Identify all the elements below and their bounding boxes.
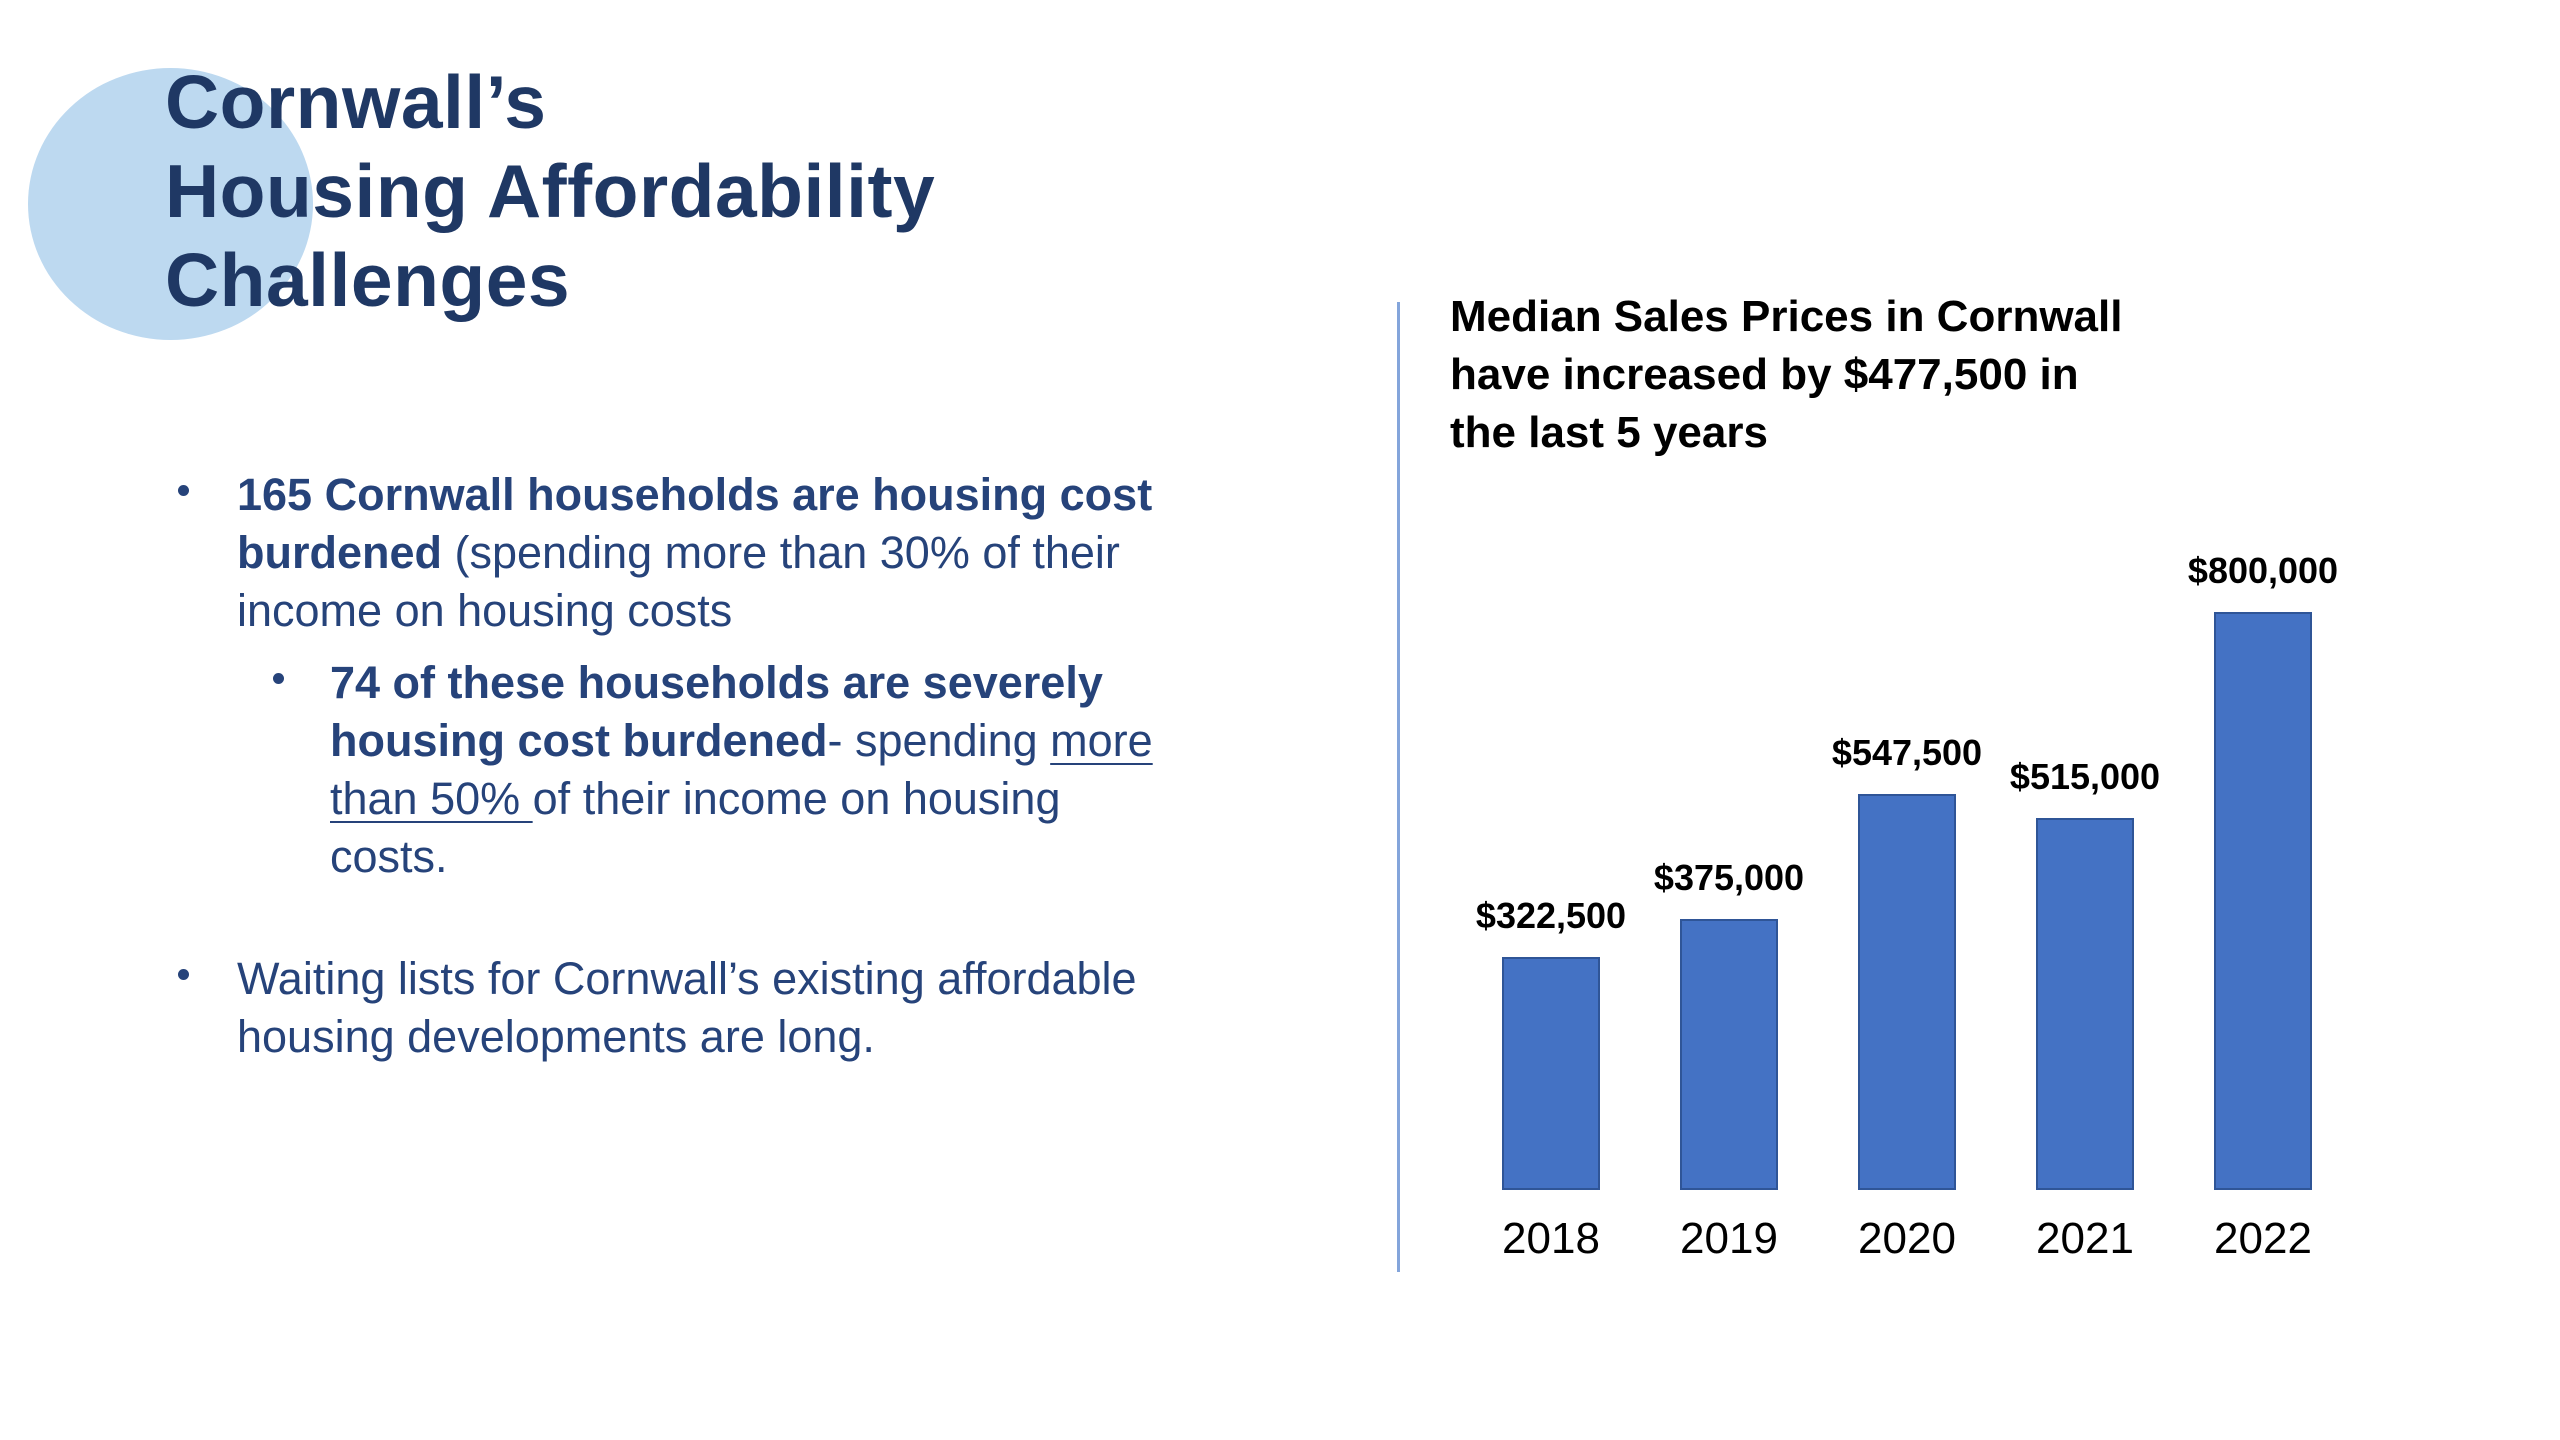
bar-plot: $322,500 2018 $375,000 2019 $547,500 2020 $515…: [1476, 550, 2338, 1263]
bullet-item-1: 165 Cornwall households are housing cost…: [165, 466, 1155, 886]
bar-year-label-2020: 2020: [1858, 1214, 1956, 1263]
sub-bullet-regular-text-1: - spending: [827, 715, 1051, 766]
bullet-2-text: Waiting lists for Cornwall’s existing af…: [237, 953, 1137, 1062]
sub-bullet-item-1: 74 of these households are severely hous…: [237, 654, 1155, 886]
bar-column-2021: $515,000 2021: [2010, 590, 2160, 1263]
bar-2019: [1680, 919, 1778, 1190]
chart-title: Median Sales Prices in Cornwall have inc…: [1450, 292, 2123, 457]
bar-column-2020: $547,500 2020: [1832, 590, 1982, 1263]
sub-bullet-list: 74 of these households are severely hous…: [237, 654, 1155, 886]
bar-2021: [2036, 818, 2134, 1190]
bar-column-2022: $800,000 2022: [2188, 550, 2338, 1263]
bar-value-label-2018: $322,500: [1475, 895, 1627, 936]
bullet-item-2: Waiting lists for Cornwall’s existing af…: [165, 950, 1155, 1066]
bar-column-2019: $375,000 2019: [1654, 590, 1804, 1263]
bullet-list: 165 Cornwall households are housing cost…: [165, 466, 1155, 1066]
decorative-circle: [28, 68, 313, 340]
sub-bullet-bold-text: 74 of these households are severely hous…: [330, 657, 1103, 766]
sub-bullet-regular-text-2: of their income on housing costs.: [330, 773, 1061, 882]
bar-year-label-2019: 2019: [1680, 1214, 1778, 1263]
bar-year-label-2021: 2021: [2036, 1214, 2134, 1263]
slide-title: Cornwall’s Housing Affordability Challen…: [165, 60, 936, 322]
vertical-divider: [1397, 302, 1400, 1272]
bar-value-label-2022: $800,000: [2187, 550, 2339, 591]
bar-value-label-2021: $515,000: [2009, 756, 2161, 797]
bar-2020: [1858, 794, 1956, 1190]
bar-year-label-2022: 2022: [2214, 1214, 2312, 1263]
bar-2018: [1502, 957, 1600, 1190]
bar-year-label-2018: 2018: [1502, 1214, 1600, 1263]
bullet-1-regular-text: (spending more than 30% of their income …: [237, 527, 1120, 636]
bar-value-label-2020: $547,500: [1831, 732, 1983, 773]
bar-value-label-2019: $375,000: [1653, 857, 1805, 898]
bullet-1-bold-text: 165 Cornwall households are housing cost…: [237, 469, 1153, 578]
bar-column-2018: $322,500 2018: [1476, 590, 1626, 1263]
bar-2022: [2214, 612, 2312, 1190]
sub-bullet-underlined-text: more than 50%: [330, 715, 1153, 824]
